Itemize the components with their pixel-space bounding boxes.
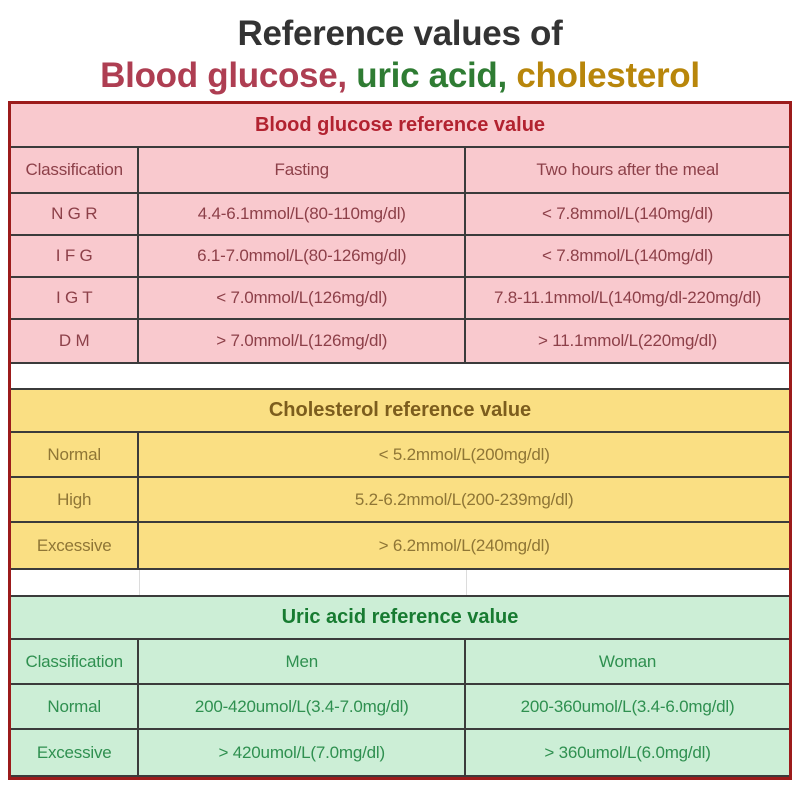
table-cell: < 7.0mmol/L(126mg/dl) [139,278,467,318]
table-row: I F G 6.1-7.0mmol/L(80-126mg/dl) < 7.8mm… [11,236,789,278]
table-row: Normal < 5.2mmol/L(200mg/dl) [11,433,789,478]
column-header: Fasting [139,148,467,192]
table-cell: > 360umol/L(6.0mg/dl) [544,742,711,762]
table-header-row: Classification Fasting Two hours after t… [11,148,789,194]
table-title-row: Uric acid reference value [11,597,789,640]
table-title-row: Blood glucose reference value [11,104,789,148]
uric-acid-table: Uric acid reference value Classification… [11,595,789,777]
table-row: High 5.2-6.2mmol/L(200-239mg/dl) [11,478,789,523]
table-cell: > 7.0mmol/L(126mg/dl) [139,320,467,362]
table-cell: Excessive [11,523,140,568]
column-header: Two hours after the meal [536,160,719,179]
table-row: N G R 4.4-6.1mmol/L(80-110mg/dl) < 7.8mm… [11,194,789,236]
table-header-row: Classification Men Woman [11,640,789,685]
table-cell: High [11,478,140,521]
table-cell: I F G [11,236,140,276]
table-title-row: Cholesterol reference value [11,390,789,433]
table-cell: > 420umol/L(7.0mg/dl) [139,730,467,775]
title-segment-blood-glucose: Blood glucose, [100,56,347,95]
table-cell: 5.2-6.2mmol/L(200-239mg/dl) [354,489,574,509]
table-cell: < 7.8mmol/L(140mg/dl) [542,204,714,223]
page-title: Reference values of Blood glucose, uric … [0,0,800,101]
table-row: D M > 7.0mmol/L(126mg/dl) > 11.1mmol/L(2… [11,320,789,362]
section-gap [11,570,789,595]
table-row: Excessive > 420umol/L(7.0mg/dl) > 360umo… [11,730,789,775]
table-cell: 6.1-7.0mmol/L(80-126mg/dl) [139,236,467,276]
table-cell: 200-420umol/L(3.4-7.0mg/dl) [139,685,467,728]
title-line1: Reference values of [237,14,563,53]
cholesterol-table-title: Cholesterol reference value [268,399,532,421]
uric-acid-table-title: Uric acid reference value [281,606,519,628]
table-cell: Excessive [11,730,140,775]
table-cell: 7.8-11.1mmol/L(140mg/dl-220mg/dl) [494,288,762,307]
cholesterol-table: Cholesterol reference value Normal < 5.2… [11,388,789,570]
title-line2: Blood glucose, uric acid, cholesterol [0,55,800,97]
section-gap [11,364,789,388]
table-cell: D M [11,320,140,362]
table-cell: 4.4-6.1mmol/L(80-110mg/dl) [139,194,467,234]
table-row: Excessive > 6.2mmol/L(240mg/dl) [11,523,789,568]
table-row: Normal 200-420umol/L(3.4-7.0mg/dl) 200-3… [11,685,789,730]
table-cell: Normal [11,685,140,728]
table-cell: > 6.2mmol/L(240mg/dl) [378,535,550,555]
faint-column-line [139,570,141,595]
table-row: I G T < 7.0mmol/L(126mg/dl) 7.8-11.1mmol… [11,278,789,320]
table-cell: Normal [11,433,140,476]
table-cell: < 7.8mmol/L(140mg/dl) [542,246,714,265]
blood-glucose-table-title: Blood glucose reference value [254,113,546,136]
reference-tables-frame: Blood glucose reference value Classifica… [8,101,792,780]
column-header: Men [139,640,467,683]
title-segment-uric-acid: uric acid, [356,56,507,95]
table-cell: N G R [11,194,140,234]
column-header: Classification [11,148,140,192]
table-cell: I G T [11,278,140,318]
table-cell: 200-360umol/L(3.4-6.0mg/dl) [520,696,735,716]
column-header: Woman [598,651,657,671]
column-header: Classification [11,640,140,683]
title-segment-cholesterol: cholesterol [516,56,700,95]
table-cell: > 11.1mmol/L(220mg/dl) [538,331,718,350]
table-cell: < 5.2mmol/L(200mg/dl) [378,444,550,464]
blood-glucose-table: Blood glucose reference value Classifica… [11,104,789,364]
faint-column-line [466,570,468,595]
